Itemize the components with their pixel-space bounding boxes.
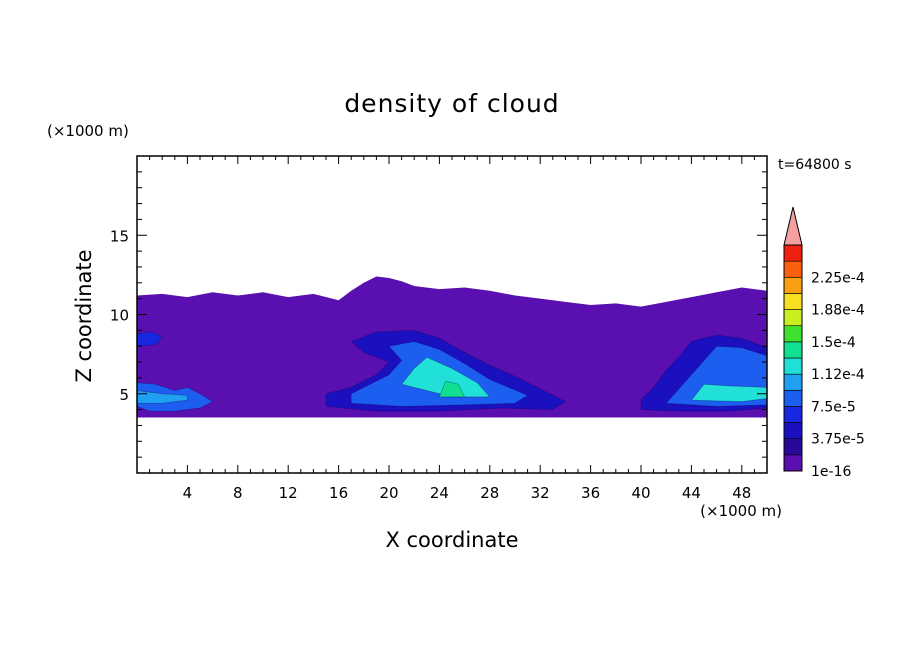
- x-tick-label: 44: [682, 484, 701, 502]
- colorbar-label: 1.5e-4: [811, 335, 856, 351]
- colorbar-label: 3.75e-5: [811, 432, 865, 448]
- x-tick-label: 24: [430, 484, 449, 502]
- colorbar-label: 1.12e-4: [811, 367, 865, 383]
- colorbar-frame: [783, 244, 803, 472]
- colorbar-swatch: [783, 422, 803, 440]
- x-tick-label: 48: [732, 484, 751, 502]
- contour-region: [137, 390, 188, 404]
- colorbar-swatch: [783, 293, 803, 310]
- x-tick-label: 12: [279, 484, 298, 502]
- x-axis-label: X coordinate: [385, 528, 518, 552]
- x-tick-label: 40: [631, 484, 650, 502]
- colorbar-swatch: [783, 438, 803, 456]
- colorbar-swatch: [783, 309, 803, 327]
- colorbar-label: 1.88e-4: [811, 303, 865, 319]
- contour-field: [137, 276, 767, 418]
- colorbar-swatch: [783, 276, 803, 294]
- colorbar-swatch: [783, 357, 803, 375]
- colorbar-swatch: [783, 454, 803, 472]
- x-tick-label: 8: [233, 484, 243, 502]
- contour-region: [137, 331, 163, 347]
- colorbar-extend-arrow: [783, 206, 803, 246]
- y-tick-label: 10: [110, 307, 129, 325]
- x-ticks: 4 8 12 16 20 24 28 32 36 40 44 48: [149, 156, 755, 502]
- colorbar-label: 2.25e-4: [811, 270, 865, 286]
- x-tick-label: 4: [183, 484, 193, 502]
- contour-region: [690, 383, 767, 403]
- colorbar-swatch: [783, 406, 803, 423]
- colorbar-swatch: [783, 244, 803, 262]
- colorbar-label: 7.5e-5: [811, 399, 856, 415]
- y-tick-label: 15: [110, 227, 129, 245]
- time-label: t=64800 s: [778, 157, 852, 173]
- y-axis-unit: (×1000 m): [47, 122, 129, 140]
- y-tick-label: 5: [119, 386, 129, 404]
- x-tick-label: 36: [581, 484, 600, 502]
- colorbar-swatch: [783, 260, 803, 278]
- x-tick-label: 32: [531, 484, 550, 502]
- chart-title: density of cloud: [344, 89, 559, 118]
- y-ticks: 5 10 15: [110, 171, 767, 458]
- colorbar-swatch: [783, 389, 803, 407]
- colorbar-swatch: [783, 373, 803, 391]
- colorbar-label: 1e-16: [811, 464, 851, 480]
- x-axis-unit: (×1000 m): [700, 502, 782, 520]
- colorbar-swatch: [783, 341, 803, 359]
- contour-region: [438, 380, 466, 398]
- colorbar-swatch: [783, 325, 803, 343]
- colorbar: 1e-16 3.75e-5 7.5e-5 1.12e-4 1.5e-4 1.88e-4 2.…: [783, 206, 865, 480]
- x-tick-label: 28: [480, 484, 499, 502]
- y-axis-label: Z coordinate: [72, 249, 96, 382]
- x-tick-label: 16: [329, 484, 348, 502]
- x-tick-label: 20: [379, 484, 398, 502]
